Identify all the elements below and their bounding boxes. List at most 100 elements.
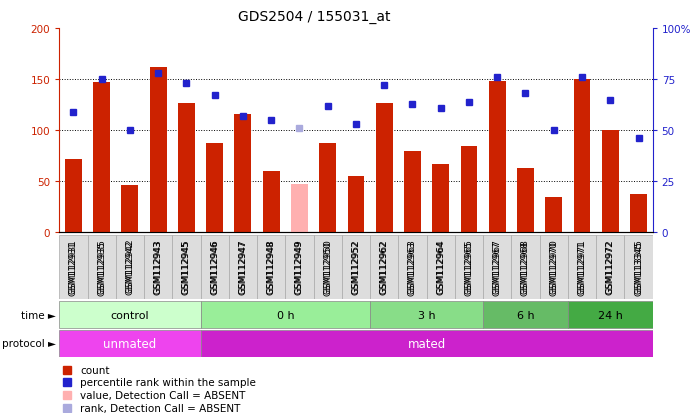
Bar: [596, 235, 625, 299]
Bar: [489, 82, 506, 233]
Text: GSM112943: GSM112943: [154, 238, 163, 293]
Bar: [370, 301, 483, 329]
Text: GSM112967: GSM112967: [493, 240, 502, 295]
Text: GSM112968: GSM112968: [521, 238, 530, 293]
Bar: [285, 235, 313, 299]
Text: GSM112947: GSM112947: [239, 238, 248, 293]
Bar: [342, 235, 370, 299]
Bar: [94, 83, 110, 233]
Bar: [257, 235, 285, 299]
Bar: [121, 186, 138, 233]
Bar: [540, 235, 568, 299]
Text: GSM112970: GSM112970: [549, 238, 558, 293]
Bar: [568, 235, 596, 299]
Text: GSM112964: GSM112964: [436, 240, 445, 295]
Text: GSM112942: GSM112942: [126, 238, 135, 293]
Bar: [116, 235, 144, 299]
Bar: [200, 301, 370, 329]
Text: GSM112972: GSM112972: [606, 238, 615, 293]
Text: GSM112943: GSM112943: [154, 240, 163, 295]
Text: GSM112935: GSM112935: [97, 238, 106, 293]
Text: control: control: [111, 310, 149, 320]
Bar: [426, 235, 455, 299]
Bar: [235, 114, 251, 233]
Text: GSM112945: GSM112945: [182, 240, 191, 295]
Bar: [625, 235, 653, 299]
Bar: [376, 103, 393, 233]
Bar: [461, 146, 477, 233]
Text: GSM112950: GSM112950: [323, 240, 332, 295]
Text: 24 h: 24 h: [597, 310, 623, 320]
Bar: [59, 301, 200, 329]
Text: GSM112947: GSM112947: [239, 240, 248, 295]
Bar: [455, 235, 483, 299]
Text: GSM112967: GSM112967: [493, 238, 502, 293]
Text: GSM112971: GSM112971: [577, 238, 586, 293]
Text: GDS2504 / 155031_at: GDS2504 / 155031_at: [238, 10, 390, 24]
Bar: [630, 194, 647, 233]
Text: GSM112949: GSM112949: [295, 238, 304, 293]
Text: GSM112945: GSM112945: [182, 238, 191, 293]
Bar: [512, 235, 540, 299]
Text: GSM112948: GSM112948: [267, 240, 276, 295]
Bar: [568, 301, 653, 329]
Text: GSM112963: GSM112963: [408, 240, 417, 295]
Text: GSM112948: GSM112948: [267, 238, 276, 293]
Text: count: count: [80, 365, 110, 375]
Bar: [574, 80, 591, 233]
Bar: [432, 165, 450, 233]
Text: GSM112931: GSM112931: [69, 238, 78, 293]
Bar: [602, 131, 618, 233]
Text: GSM112962: GSM112962: [380, 238, 389, 293]
Bar: [178, 103, 195, 233]
Bar: [59, 235, 87, 299]
Text: GSM112931: GSM112931: [69, 240, 78, 295]
Text: GSM112965: GSM112965: [464, 238, 473, 293]
Bar: [399, 235, 426, 299]
Text: GSM112942: GSM112942: [126, 240, 135, 294]
Text: GSM113345: GSM113345: [634, 238, 643, 293]
Text: GSM112949: GSM112949: [295, 240, 304, 295]
Bar: [144, 235, 172, 299]
Bar: [517, 169, 534, 233]
Text: GSM112968: GSM112968: [521, 240, 530, 295]
Text: 6 h: 6 h: [517, 310, 534, 320]
Bar: [87, 235, 116, 299]
Bar: [370, 235, 399, 299]
Text: rank, Detection Call = ABSENT: rank, Detection Call = ABSENT: [80, 404, 241, 413]
Text: GSM112952: GSM112952: [352, 240, 360, 295]
Bar: [200, 330, 653, 357]
Text: GSM112964: GSM112964: [436, 238, 445, 293]
Text: GSM112971: GSM112971: [577, 240, 586, 295]
Text: GSM112946: GSM112946: [210, 238, 219, 293]
Text: GSM113345: GSM113345: [634, 240, 643, 295]
Bar: [483, 301, 568, 329]
Text: GSM112950: GSM112950: [323, 238, 332, 293]
Text: time ►: time ►: [21, 310, 56, 320]
Text: GSM112970: GSM112970: [549, 240, 558, 295]
Bar: [229, 235, 257, 299]
Text: GSM112946: GSM112946: [210, 240, 219, 295]
Bar: [404, 151, 421, 233]
Bar: [200, 235, 229, 299]
Text: protocol ►: protocol ►: [2, 338, 56, 348]
Bar: [348, 177, 364, 233]
Bar: [59, 330, 200, 357]
Bar: [483, 235, 512, 299]
Text: 0 h: 0 h: [276, 310, 294, 320]
Text: value, Detection Call = ABSENT: value, Detection Call = ABSENT: [80, 390, 246, 401]
Bar: [313, 235, 342, 299]
Text: 3 h: 3 h: [418, 310, 436, 320]
Bar: [262, 172, 280, 233]
Text: GSM112963: GSM112963: [408, 238, 417, 293]
Bar: [65, 159, 82, 233]
Text: GSM112962: GSM112962: [380, 240, 389, 295]
Bar: [545, 197, 562, 233]
Text: GSM112952: GSM112952: [352, 238, 360, 293]
Text: GSM112935: GSM112935: [97, 240, 106, 295]
Text: percentile rank within the sample: percentile rank within the sample: [80, 377, 256, 387]
Text: unmated: unmated: [103, 337, 156, 350]
Bar: [291, 185, 308, 233]
Text: GSM112965: GSM112965: [464, 240, 473, 295]
Bar: [172, 235, 200, 299]
